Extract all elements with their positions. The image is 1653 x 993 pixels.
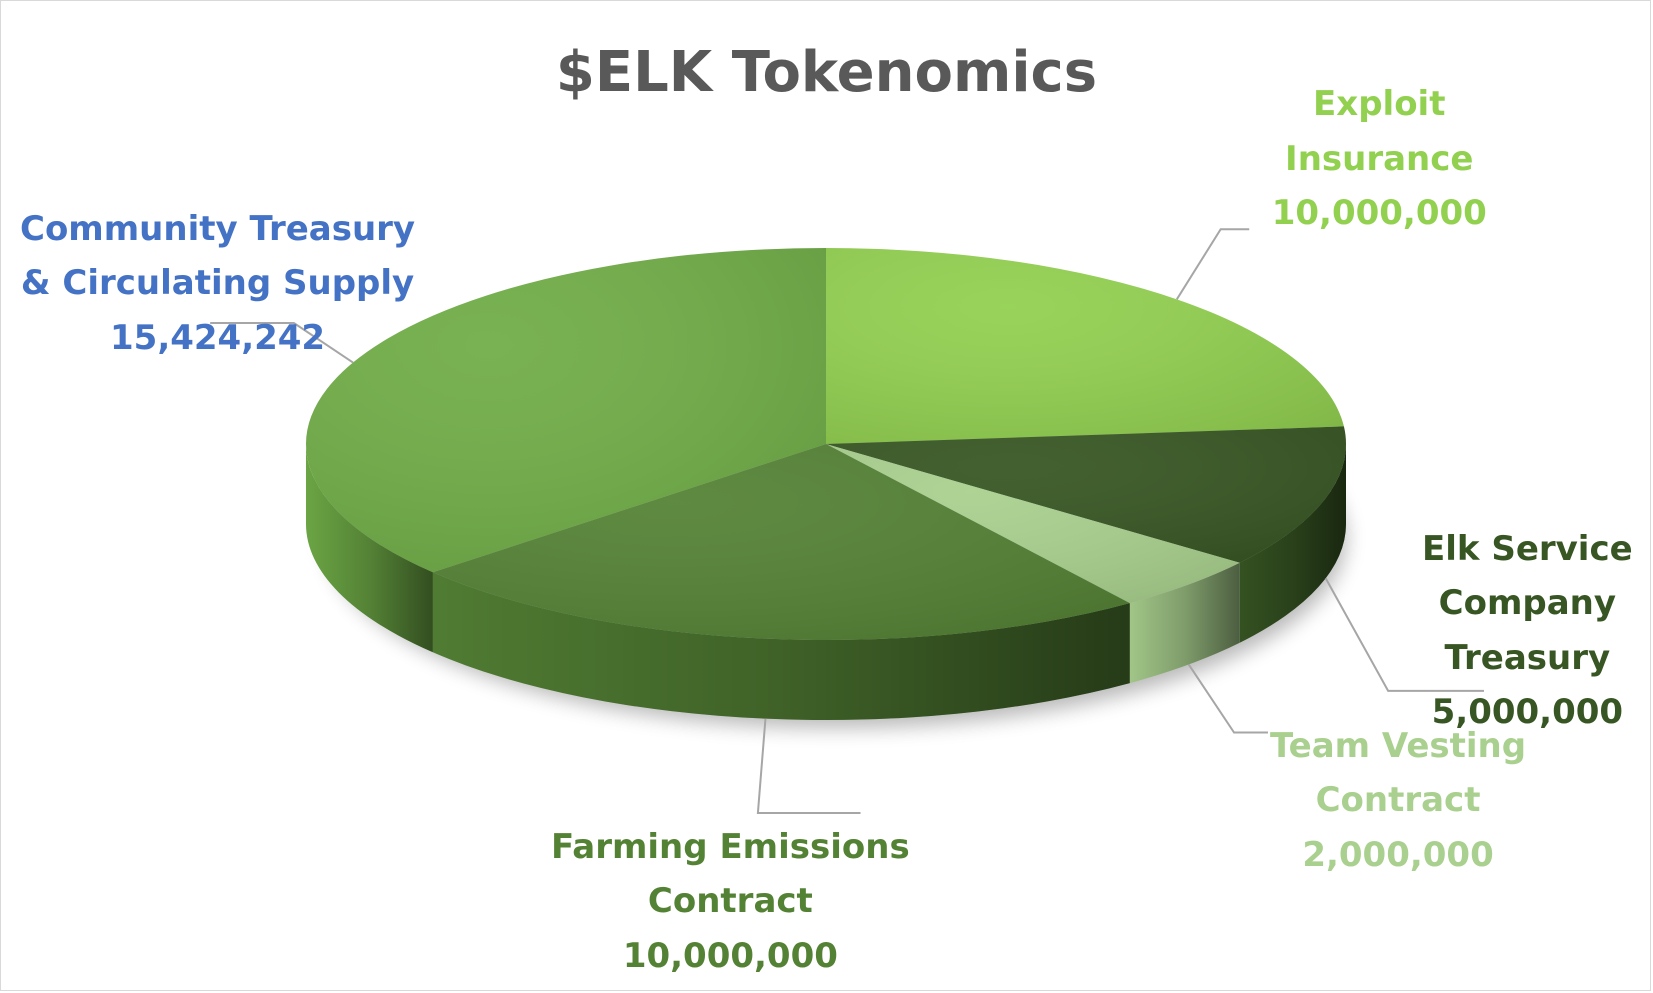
data-label-line: Contract xyxy=(647,881,813,922)
data-label-line: Insurance xyxy=(1285,138,1474,179)
data-label-elk-service: Elk Service Company Treasury 5,000,000 xyxy=(1422,522,1633,740)
data-label-value: 10,000,000 xyxy=(622,935,838,976)
pie-side-shade xyxy=(1129,562,1240,684)
leader-line-farming-emissions xyxy=(756,718,861,815)
data-label-line: Farming Emissions xyxy=(551,826,910,867)
data-label-line: Contract xyxy=(1315,780,1481,821)
pie-slice-shade xyxy=(306,248,826,573)
leader-line-community-treasury xyxy=(210,322,354,364)
pie-side-shade xyxy=(1239,444,1346,643)
leader-line-exploit xyxy=(1175,228,1250,300)
data-label-farming-emissions: Farming Emissions Contract 10,000,000 xyxy=(551,820,910,983)
data-label-line: Exploit xyxy=(1313,84,1446,125)
leader-line-elk-service xyxy=(1324,577,1484,692)
pie-slice-shade xyxy=(826,248,1344,444)
data-label-line: Elk Service xyxy=(1422,529,1633,570)
pie-side-shade xyxy=(432,572,1130,720)
data-label-exploit: Exploit Insurance 10,000,000 xyxy=(1272,77,1487,240)
data-label-value: 2,000,000 xyxy=(1302,834,1494,875)
data-label-line: Community Treasury xyxy=(20,208,416,249)
leader-line-team-vesting xyxy=(1187,663,1268,734)
data-label-value: 10,000,000 xyxy=(1271,193,1487,234)
pie-slice-shade xyxy=(432,444,1130,640)
data-label-line: & Circulating Supply xyxy=(20,263,415,304)
data-label-value: 15,424,242 xyxy=(110,317,326,358)
pie-side-shade xyxy=(306,444,433,653)
data-label-team-vesting: Team Vesting Contract 2,000,000 xyxy=(1270,719,1526,882)
data-label-value: 5,000,000 xyxy=(1431,692,1624,733)
data-label-line: Treasury xyxy=(1444,637,1611,678)
data-label-line: Team Vesting xyxy=(1269,725,1527,766)
pie-slice-shade xyxy=(826,426,1346,563)
data-label-community-treasury: Community Treasury & Circulating Supply 15… xyxy=(20,202,415,365)
chart-title: $ELK Tokenomics xyxy=(555,40,1098,105)
pie-slice-shade xyxy=(826,444,1240,604)
data-label-line: Company xyxy=(1438,583,1617,624)
